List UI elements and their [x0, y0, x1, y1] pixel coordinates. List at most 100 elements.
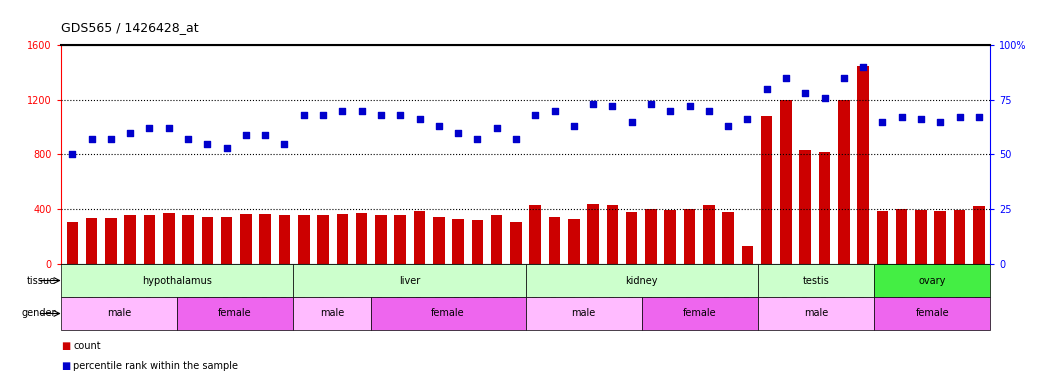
Bar — [67, 222, 79, 264]
Point — [334, 108, 351, 114]
Point — [411, 117, 428, 123]
Text: hypothalamus: hypothalamus — [143, 276, 212, 285]
Point — [642, 101, 659, 107]
Bar — [260, 214, 271, 264]
Point — [874, 118, 891, 124]
Point — [970, 114, 987, 120]
Point — [835, 75, 852, 81]
Bar — [529, 205, 541, 264]
Bar — [279, 215, 290, 264]
Point — [468, 136, 485, 142]
Point — [160, 125, 177, 131]
Point — [103, 136, 119, 142]
Bar — [105, 218, 116, 264]
Bar — [371, 297, 525, 330]
Bar — [414, 211, 425, 264]
Bar — [646, 209, 657, 264]
Point — [179, 136, 196, 142]
Text: ■: ■ — [61, 341, 70, 351]
Bar — [356, 213, 368, 264]
Point — [546, 108, 563, 114]
Point — [392, 112, 409, 118]
Bar — [758, 264, 874, 297]
Bar — [683, 209, 695, 264]
Point — [431, 123, 447, 129]
Bar — [780, 100, 791, 264]
Bar — [641, 297, 758, 330]
Point — [64, 152, 81, 157]
Bar — [318, 215, 329, 264]
Bar — [177, 297, 293, 330]
Text: female: female — [218, 309, 252, 318]
Bar — [525, 264, 758, 297]
Point — [662, 108, 679, 114]
Point — [932, 118, 948, 124]
Point — [739, 117, 756, 123]
Bar — [293, 264, 525, 297]
Text: liver: liver — [398, 276, 420, 285]
Bar — [182, 215, 194, 264]
Point — [604, 104, 620, 110]
Bar — [549, 217, 561, 264]
Bar — [896, 209, 908, 264]
Bar — [221, 217, 233, 264]
Bar — [973, 206, 984, 264]
Text: ■: ■ — [61, 361, 70, 371]
Point — [276, 141, 292, 147]
Bar — [857, 66, 869, 264]
Point — [893, 114, 910, 120]
Point — [759, 86, 776, 92]
Text: female: female — [432, 309, 465, 318]
Text: female: female — [916, 309, 949, 318]
Point — [585, 101, 602, 107]
Bar — [607, 205, 618, 264]
Bar — [298, 215, 309, 264]
Point — [796, 90, 813, 96]
Bar — [587, 204, 598, 264]
Bar — [86, 218, 97, 264]
Bar — [915, 210, 926, 264]
Point — [778, 75, 794, 81]
Point — [952, 114, 968, 120]
Bar — [838, 100, 850, 264]
Bar — [742, 246, 754, 264]
Bar — [433, 217, 444, 264]
Point — [566, 123, 583, 129]
Bar — [874, 297, 990, 330]
Bar — [125, 215, 136, 264]
Bar — [375, 215, 387, 264]
Text: ovary: ovary — [919, 276, 946, 285]
Point — [527, 112, 544, 118]
Bar — [626, 212, 637, 264]
Bar — [394, 215, 406, 264]
Point — [913, 117, 930, 123]
Point — [720, 123, 737, 129]
Point — [700, 108, 717, 114]
Point — [238, 132, 255, 138]
Bar — [568, 219, 580, 264]
Point — [624, 118, 640, 124]
Bar — [818, 152, 830, 264]
Bar — [163, 213, 175, 264]
Bar — [240, 214, 252, 264]
Bar — [61, 264, 293, 297]
Point — [855, 64, 872, 70]
Bar — [874, 264, 990, 297]
Bar — [201, 217, 213, 264]
Point — [122, 130, 138, 136]
Text: male: male — [804, 309, 828, 318]
Point — [450, 130, 466, 136]
Bar — [472, 220, 483, 264]
Bar — [876, 211, 888, 264]
Point — [218, 145, 235, 151]
Bar — [293, 297, 371, 330]
Point — [257, 132, 274, 138]
Text: percentile rank within the sample: percentile rank within the sample — [73, 361, 238, 371]
Point — [353, 108, 370, 114]
Bar — [61, 297, 177, 330]
Bar — [525, 297, 641, 330]
Bar — [490, 215, 502, 264]
Bar — [510, 222, 522, 264]
Bar — [336, 214, 348, 264]
Text: testis: testis — [803, 276, 829, 285]
